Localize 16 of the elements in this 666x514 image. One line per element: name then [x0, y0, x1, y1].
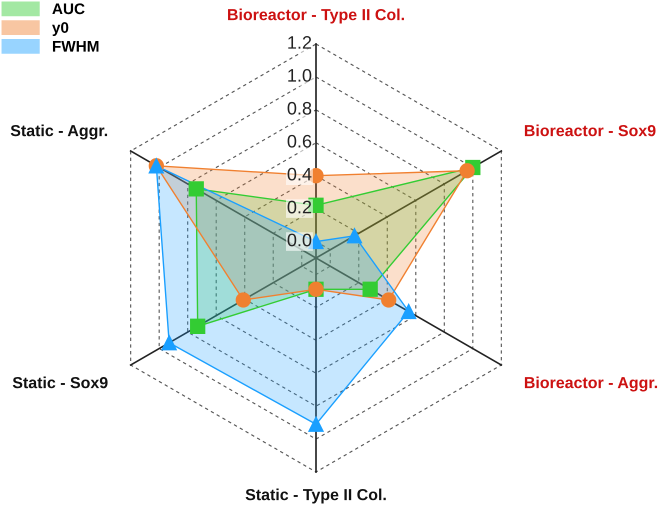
- y-tick-label: 1.2: [288, 36, 312, 49]
- y-tick-label: 0.4: [288, 168, 312, 181]
- spoke-label: Bioreactor - Sox9: [524, 124, 656, 136]
- spoke-label: Static - Type II Col.: [246, 488, 386, 504]
- spoke-label: Bioreactor - Aggr.: [524, 376, 658, 392]
- spoke-label: Bioreactor - Type II Col.: [228, 8, 404, 24]
- y-tick-label: 0.0: [288, 234, 312, 246]
- y-tick-label: 0.6: [288, 134, 312, 148]
- legend-label: AUC: [52, 3, 85, 14]
- spoke-label: Static - Sox9: [12, 376, 108, 388]
- y-tick-label: 1.0: [288, 68, 312, 82]
- legend-label: FWHM: [52, 41, 98, 52]
- y-tick-label: 0.8: [288, 102, 312, 115]
- spoke-label: Static - Aggr.: [10, 124, 108, 140]
- y-tick-label: 0.2: [288, 200, 312, 214]
- legend-label: y0: [52, 22, 68, 36]
